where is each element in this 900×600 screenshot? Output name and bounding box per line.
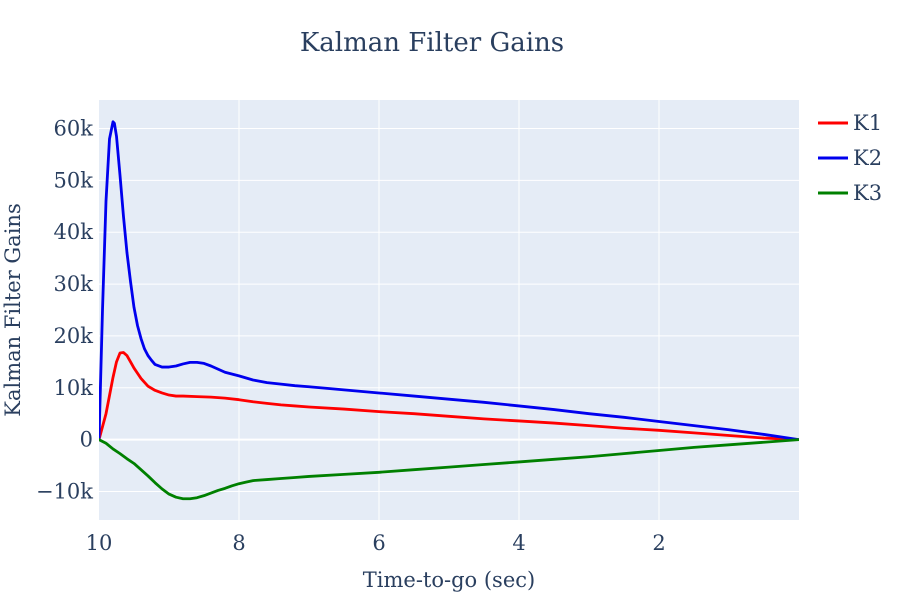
y-tick-labels: −10k 0 10k 20k 30k 40k 50k 60k	[36, 117, 93, 504]
y-tick-label: 40k	[54, 220, 94, 244]
series-line-k1	[99, 351, 799, 442]
legend-label-k1: K1	[853, 111, 882, 135]
y-tick-label: 0	[80, 428, 93, 452]
x-tick-label: 6	[372, 531, 385, 555]
x-tick-label: 4	[512, 531, 525, 555]
x-tick-labels: 10 8 6 4 2	[86, 531, 666, 555]
y-tick-label: 20k	[54, 324, 94, 348]
x-tick-label: 8	[232, 531, 245, 555]
legend-label-k2: K2	[853, 146, 882, 170]
x-tick-label: 10	[86, 531, 113, 555]
x-axis-title: Time-to-go (sec)	[363, 568, 535, 592]
x-tick-label: 2	[652, 531, 665, 555]
y-tick-label: 50k	[54, 168, 94, 192]
plot-area	[99, 100, 799, 520]
series-layer	[99, 120, 799, 501]
series-line-k2	[99, 120, 799, 442]
y-tick-label: 30k	[54, 272, 94, 296]
y-axis-title: Kalman Filter Gains	[1, 203, 25, 416]
legend-label-k3: K3	[853, 181, 882, 205]
chart-title: Kalman Filter Gains	[300, 28, 564, 58]
series-line-k3	[99, 438, 799, 501]
y-tick-label: 10k	[54, 376, 94, 400]
y-tick-label: −10k	[36, 479, 93, 503]
y-tick-label: 60k	[54, 117, 94, 141]
legend: K1 K2 K3	[818, 111, 882, 205]
